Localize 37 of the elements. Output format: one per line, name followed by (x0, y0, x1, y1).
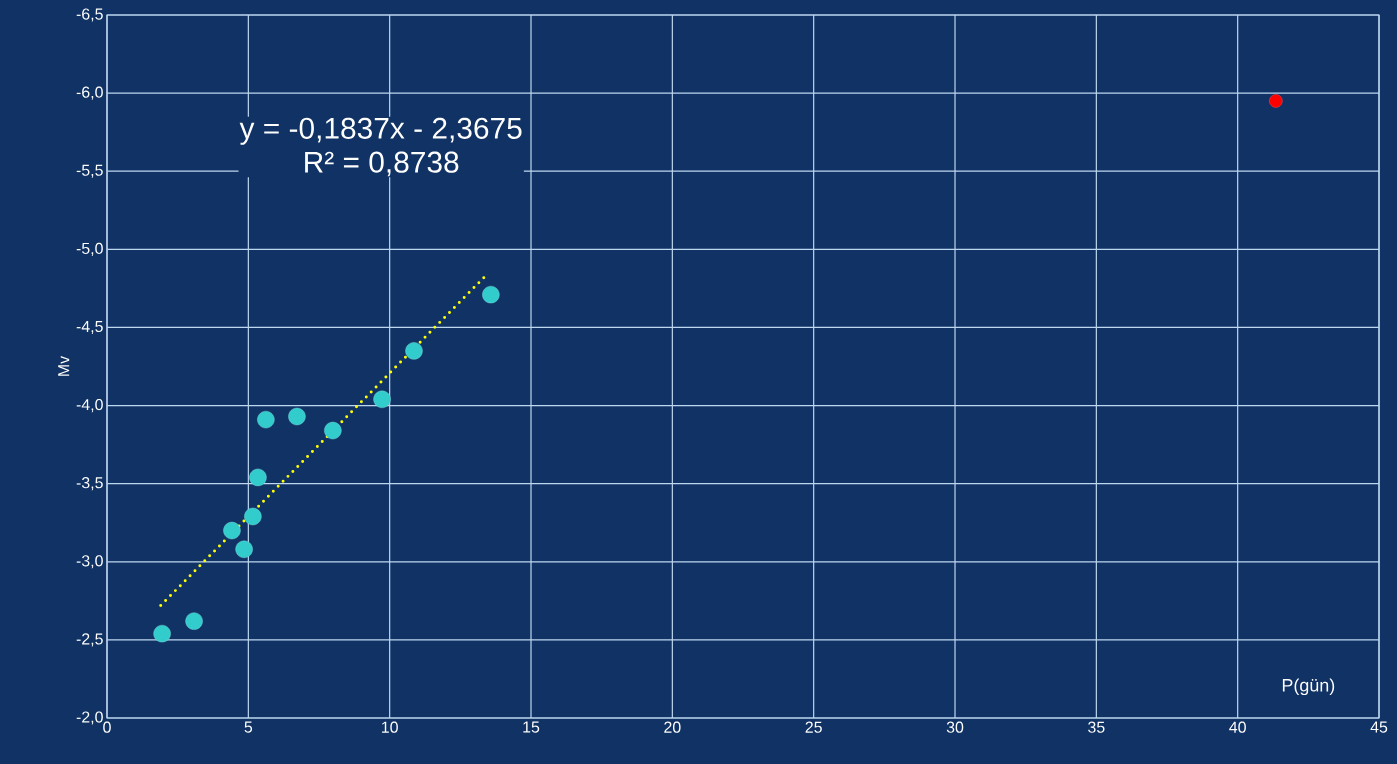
y-tick-label: -4,0 (76, 398, 103, 413)
x-tick-label: 20 (664, 721, 681, 733)
y-tick-label: -2,5 (76, 633, 103, 647)
point (244, 507, 262, 526)
y-tick-label: -3,0 (76, 555, 103, 569)
point (235, 540, 253, 558)
point (223, 521, 241, 540)
point (153, 624, 171, 643)
point (185, 612, 203, 630)
point (482, 285, 500, 304)
y-tick-label: -6,5 (76, 8, 103, 22)
x-tick-label: 5 (244, 721, 253, 733)
x-tick-label: 25 (805, 721, 822, 733)
x-tick-label: 35 (1088, 721, 1105, 733)
point (288, 407, 306, 426)
point (257, 410, 275, 429)
x-tick-label: 15 (523, 721, 540, 733)
y-axis-title: Mv (58, 355, 70, 376)
x-tick-label: 30 (946, 721, 964, 733)
annotation: y = -0,1837x - 2,3675 (239, 117, 522, 145)
x-tick-label: 40 (1229, 721, 1246, 733)
x-axis-title: P(gün) (1282, 678, 1335, 696)
point (249, 468, 267, 487)
x-tick-label: 10 (382, 721, 398, 733)
point (324, 421, 342, 440)
y-tick-label: -3,5 (76, 477, 103, 491)
y-tick-label: -5,0 (76, 242, 103, 256)
x-tick-label: 45 (1370, 721, 1388, 733)
y-tick-label: -5,5 (76, 164, 103, 178)
point (1269, 94, 1283, 108)
y-tick-label: -4,5 (76, 320, 103, 334)
y-tick-label: -2,0 (76, 711, 103, 725)
y-tick-label: -6,0 (76, 86, 103, 100)
point (373, 390, 391, 408)
x-tick-label: 0 (103, 721, 111, 733)
point (405, 342, 423, 360)
annotation: R² = 0,8738 (305, 151, 459, 177)
